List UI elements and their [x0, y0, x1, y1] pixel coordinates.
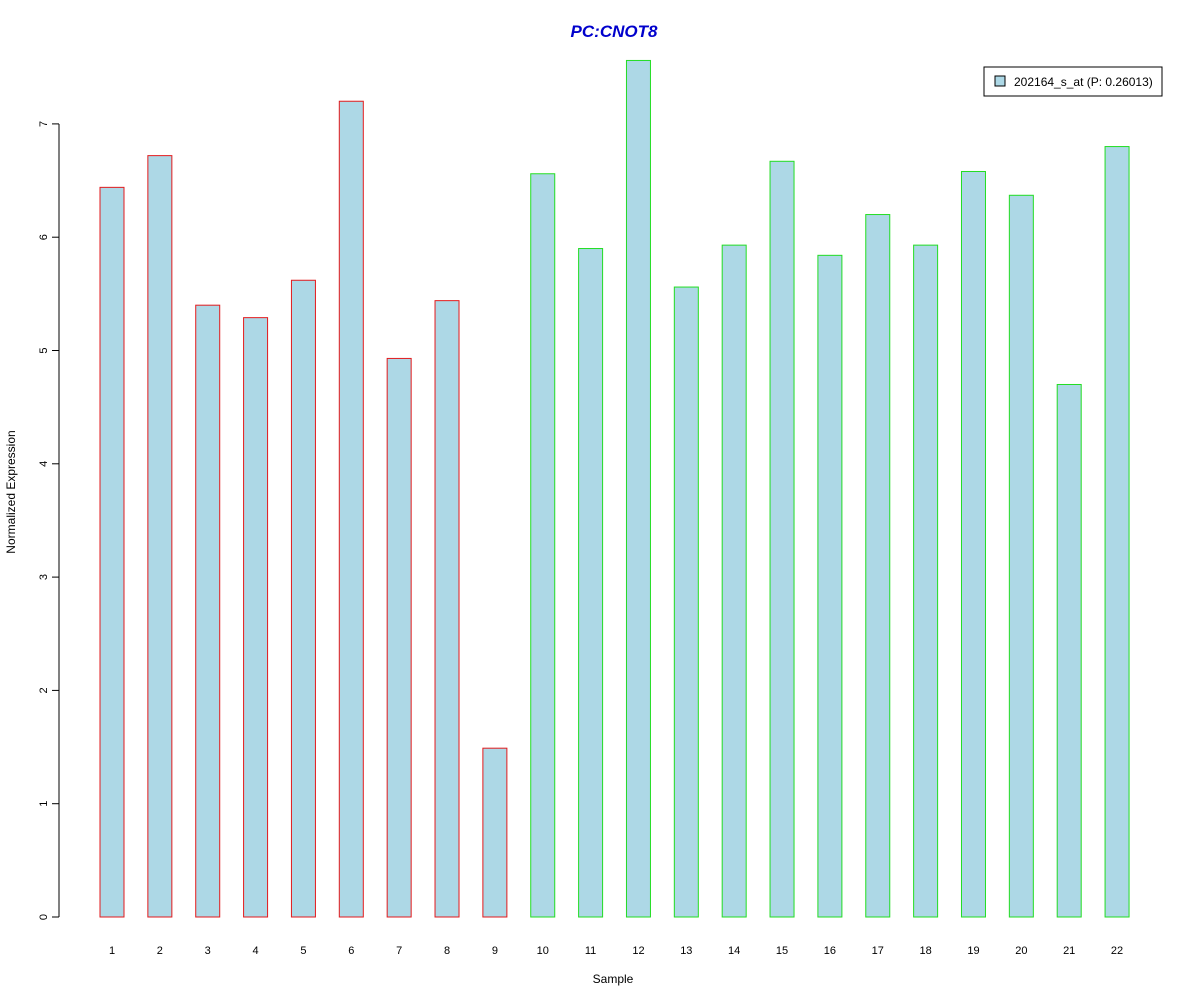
bar-sample-15	[769, 160, 795, 918]
x-tick-label: 12	[632, 945, 644, 957]
x-tick-label: 1	[109, 945, 115, 957]
bar-sample-11	[578, 248, 604, 918]
bar-sample-1	[99, 186, 125, 918]
x-tick-label: 9	[492, 945, 498, 957]
y-tick-label: 5	[38, 347, 50, 353]
x-tick-label: 15	[776, 945, 788, 957]
x-tick-label: 2	[157, 945, 163, 957]
bars-group	[99, 59, 1130, 918]
y-tick-label: 2	[38, 687, 50, 693]
y-tick-label: 0	[38, 914, 50, 920]
bar-sample-4	[243, 317, 269, 918]
bar-sample-10	[530, 173, 556, 918]
x-tick-label: 5	[300, 945, 306, 957]
y-tick-label: 6	[38, 234, 50, 240]
chart-title: PC:CNOT8	[571, 22, 658, 41]
x-tick-label: 19	[967, 945, 979, 957]
y-tick-label: 7	[38, 121, 50, 127]
bar-sample-22	[1104, 146, 1130, 918]
bar-sample-7	[386, 357, 412, 918]
x-tick-label: 4	[253, 945, 259, 957]
x-tick-label: 22	[1111, 945, 1123, 957]
x-axis-tick-labels: 1 2 3 4 5 6 7 8 9 10 11 12 13 14 15 16 17 18 19 20 21 22	[109, 945, 1123, 957]
x-axis-label: Sample	[593, 972, 634, 986]
x-tick-label: 20	[1015, 945, 1027, 957]
x-tick-label: 3	[205, 945, 211, 957]
legend-box	[983, 66, 1163, 97]
bar-sample-2	[147, 155, 173, 918]
y-axis-label: Normalized Expression	[4, 430, 18, 553]
y-tick-label: 3	[38, 574, 50, 580]
legend-label: 202164_s_at (P: 0.26013)	[1014, 75, 1153, 89]
x-tick-label: 8	[444, 945, 450, 957]
x-tick-label: 6	[348, 945, 354, 957]
bar-sample-21	[1056, 383, 1082, 918]
bar-sample-12	[625, 59, 651, 918]
bar-sample-19	[960, 170, 986, 918]
bar-sample-16	[817, 254, 843, 918]
bar-sample-17	[865, 214, 891, 918]
bar-sample-9	[482, 747, 508, 918]
bar-sample-8	[434, 300, 460, 918]
bar-sample-20	[1008, 194, 1034, 918]
y-tick-label: 4	[38, 461, 50, 467]
x-tick-label: 16	[824, 945, 836, 957]
bar-sample-13	[673, 286, 699, 918]
x-tick-label: 21	[1063, 945, 1075, 957]
legend: 202164_s_at (P: 0.26013)	[983, 66, 1163, 97]
x-tick-label: 7	[396, 945, 402, 957]
bar-sample-14	[721, 244, 747, 918]
bar-sample-3	[195, 304, 221, 918]
x-tick-label: 13	[680, 945, 692, 957]
legend-swatch	[994, 75, 1006, 87]
x-tick-label: 18	[919, 945, 931, 957]
x-tick-label: 17	[872, 945, 884, 957]
bar-sample-18	[913, 244, 939, 918]
x-tick-label: 10	[537, 945, 549, 957]
y-axis-ticks: 0 1 2 3 4 5 6 7	[38, 121, 59, 920]
bar-sample-5	[290, 279, 316, 918]
x-tick-label: 14	[728, 945, 740, 957]
y-tick-label: 1	[38, 801, 50, 807]
bar-sample-6	[338, 100, 364, 918]
x-tick-label: 11	[585, 945, 596, 957]
